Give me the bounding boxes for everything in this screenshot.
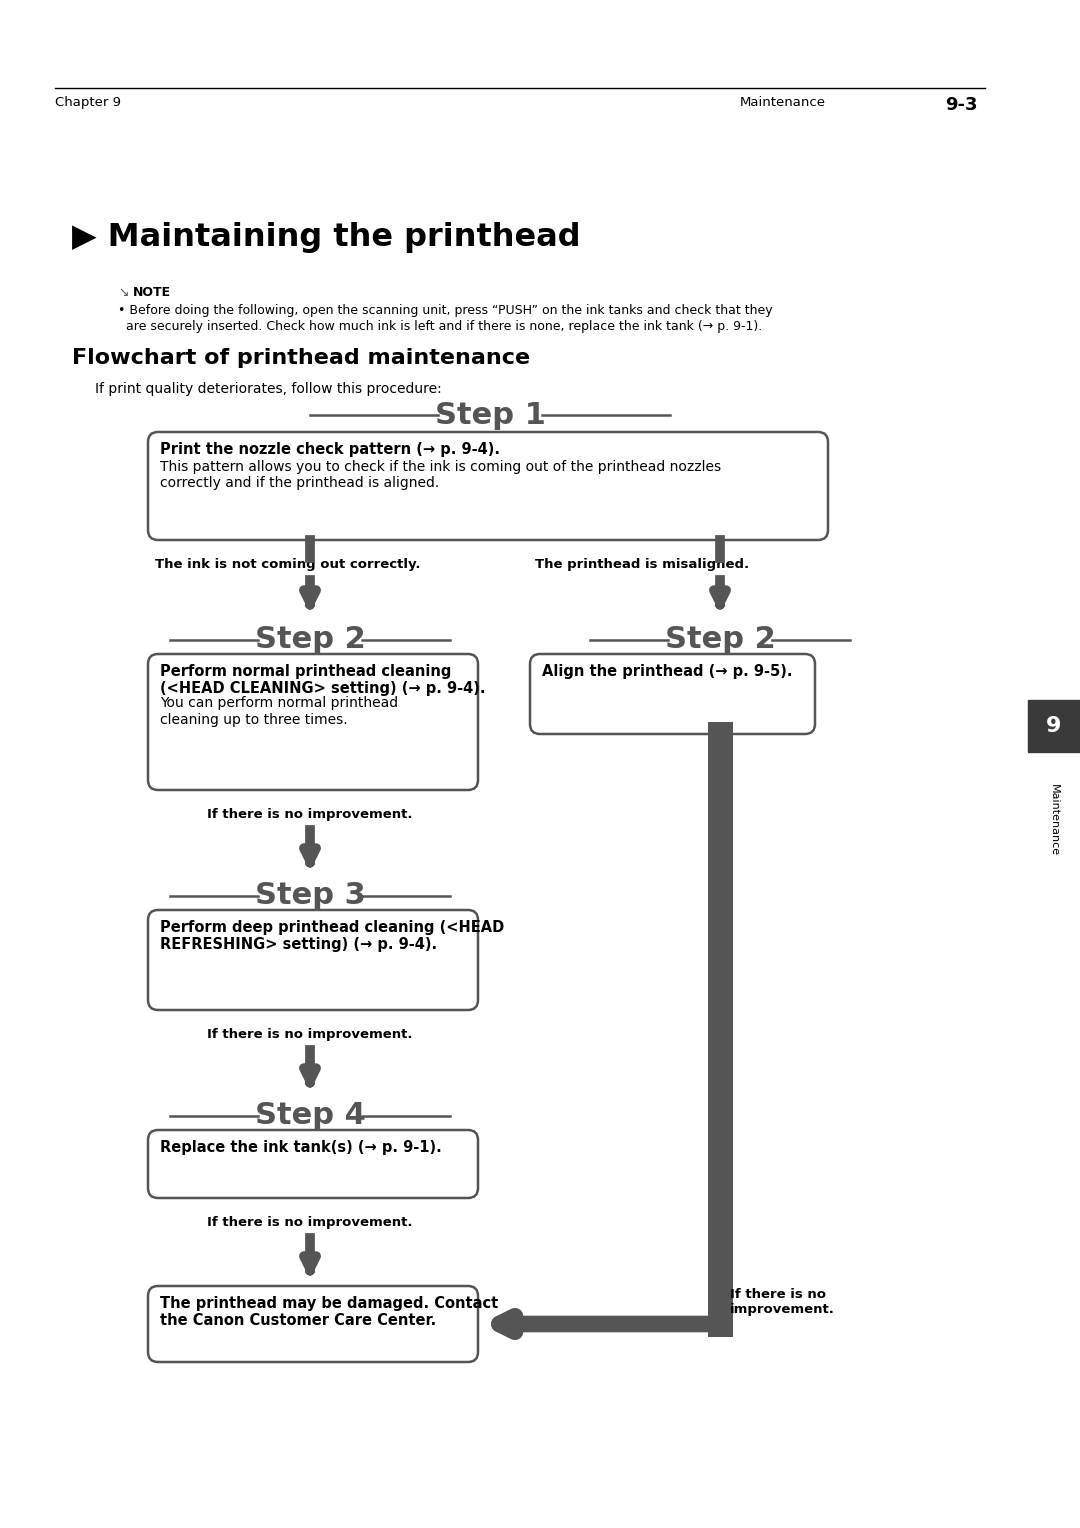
Text: • Before doing the following, open the scanning unit, press “PUSH” on the ink ta: • Before doing the following, open the s…	[118, 304, 772, 316]
FancyBboxPatch shape	[148, 911, 478, 1010]
Text: The printhead may be damaged. Contact
the Canon Customer Care Center.: The printhead may be damaged. Contact th…	[160, 1296, 498, 1328]
Text: Replace the ink tank(s) (→ p. 9-1).: Replace the ink tank(s) (→ p. 9-1).	[160, 1140, 442, 1155]
Text: If there is no improvement.: If there is no improvement.	[207, 808, 413, 821]
Text: NOTE: NOTE	[133, 286, 171, 299]
Text: Maintenance: Maintenance	[1049, 784, 1059, 856]
Text: Print the nozzle check pattern (→ p. 9-4).: Print the nozzle check pattern (→ p. 9-4…	[160, 442, 500, 457]
FancyBboxPatch shape	[148, 1287, 478, 1361]
FancyBboxPatch shape	[530, 654, 815, 733]
Text: This pattern allows you to check if the ink is coming out of the printhead nozzl: This pattern allows you to check if the …	[160, 460, 721, 490]
Text: Flowchart of printhead maintenance: Flowchart of printhead maintenance	[72, 348, 530, 368]
Text: Maintenance: Maintenance	[740, 96, 826, 108]
Text: If there is no improvement.: If there is no improvement.	[207, 1028, 413, 1041]
Text: Perform deep printhead cleaning (<HEAD
REFRESHING> setting) (→ p. 9-4).: Perform deep printhead cleaning (<HEAD R…	[160, 920, 504, 952]
Text: Step 3: Step 3	[255, 882, 365, 911]
Text: Align the printhead (→ p. 9-5).: Align the printhead (→ p. 9-5).	[542, 665, 793, 678]
Text: Step 4: Step 4	[255, 1102, 365, 1131]
FancyBboxPatch shape	[148, 432, 828, 539]
Text: If there is no
improvement.: If there is no improvement.	[730, 1288, 835, 1316]
Text: The ink is not coming out correctly.: The ink is not coming out correctly.	[156, 558, 420, 571]
Text: ↘: ↘	[118, 286, 129, 299]
FancyBboxPatch shape	[148, 1131, 478, 1198]
Text: Step 1: Step 1	[434, 400, 545, 429]
Text: Chapter 9: Chapter 9	[55, 96, 121, 108]
Text: The printhead is misaligned.: The printhead is misaligned.	[535, 558, 750, 571]
Text: You can perform normal printhead
cleaning up to three times.: You can perform normal printhead cleanin…	[160, 697, 399, 726]
Text: If there is no improvement.: If there is no improvement.	[207, 1216, 413, 1229]
Text: 9: 9	[1047, 717, 1062, 736]
FancyBboxPatch shape	[148, 654, 478, 790]
Text: 9-3: 9-3	[945, 96, 977, 115]
Text: are securely inserted. Check how much ink is left and if there is none, replace : are securely inserted. Check how much in…	[118, 319, 762, 333]
Text: Perform normal printhead cleaning
(<HEAD CLEANING> setting) (→ p. 9-4).: Perform normal printhead cleaning (<HEAD…	[160, 665, 486, 697]
Bar	[1028, 700, 1080, 752]
Text: Step 2: Step 2	[255, 625, 365, 654]
Text: Step 2: Step 2	[664, 625, 775, 654]
Text: If print quality deteriorates, follow this procedure:: If print quality deteriorates, follow th…	[95, 382, 442, 396]
Text: ▶ Maintaining the printhead: ▶ Maintaining the printhead	[72, 222, 581, 254]
